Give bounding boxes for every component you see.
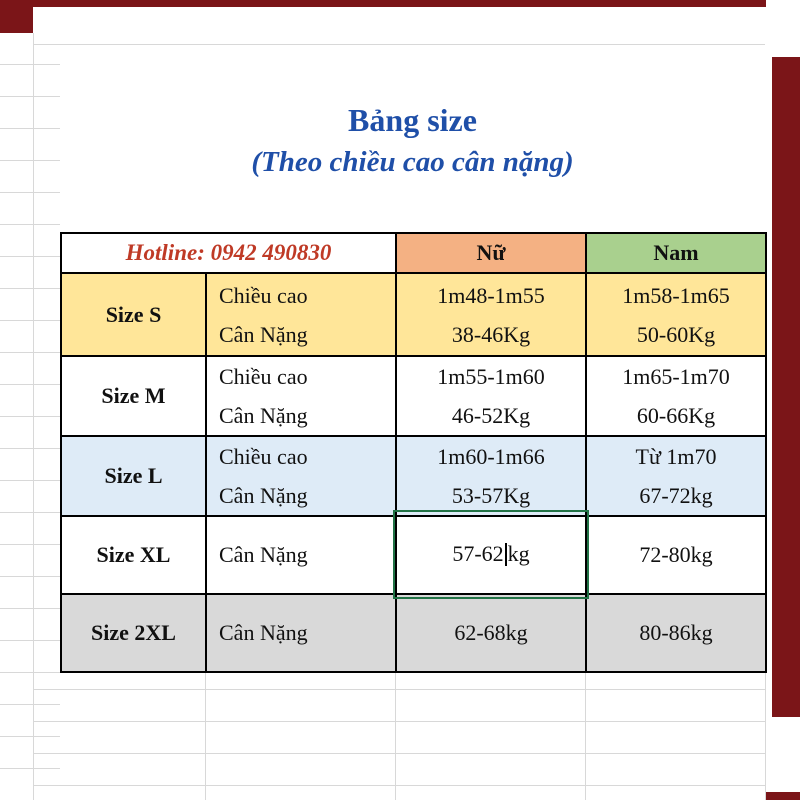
measure-line1: Chiều cao [219,444,308,469]
gridline-vertical-col4 [765,668,766,800]
value-line1: 1m48-1m55 [437,282,545,308]
measure-line1: Chiều cao [219,364,308,389]
gridline-vertical-col1 [205,668,206,800]
measure-line2: Cân Nặng [219,321,308,347]
value-line2: 60-66Kg [636,403,716,428]
measure-line1: Chiều cao [219,282,308,308]
value-line1: 1m60-1m66 [437,444,545,469]
cell-size-m-label[interactable]: Size M [60,355,207,437]
value-line1: 1m65-1m70 [622,364,730,389]
text-cursor [504,542,507,566]
cell-size-s-nu[interactable]: 1m48-1m55 38-46Kg [395,272,588,357]
value-before-cursor: 57-62 [452,541,504,567]
value-line2: 46-52Kg [451,403,531,428]
cell-size-l-measure[interactable]: Chiều cao Cân Nặng [204,435,398,517]
table-row-size-l: Size L Chiều cao Cân Nặng 1m60-1m66 53-5… [60,435,768,517]
gridline-vertical-col2 [395,668,396,800]
value-line1: 1m55-1m60 [437,364,545,389]
size-table: Hotline: 0942 490830 Nữ Nam Size S Chiều… [59,232,768,673]
gridline-horizontal-top [33,44,765,45]
table-row-size-m: Size M Chiều cao Cân Nặng 1m55-1m60 46-5… [60,355,768,437]
cell-size-xl-nam[interactable]: 72-80kg [585,515,768,595]
page-title: Bảng size [348,102,477,138]
value-line1: 1m58-1m65 [622,282,730,308]
cell-size-l-label[interactable]: Size L [60,435,207,517]
cell-size-m-nam[interactable]: 1m65-1m70 60-66Kg [585,355,768,437]
table-row-header: Hotline: 0942 490830 Nữ Nam [59,232,768,274]
cell-size-2xl-nu[interactable]: 62-68kg [395,593,588,673]
page-subtitle: (Theo chiều cao cân nặng) [251,146,574,178]
cell-size-m-measure[interactable]: Chiều cao Cân Nặng [204,355,398,437]
cell-size-l-nam[interactable]: Từ 1m70 67-72kg [585,435,768,517]
value-line1: Từ 1m70 [635,444,717,469]
value-after-cursor: kg [507,541,530,567]
hotline-number: 0942 490830 [210,240,332,265]
cell-size-l-nu[interactable]: 1m60-1m66 53-57Kg [395,435,588,517]
table-row-size-xl: Size XL Cân Nặng 57-62 kg 72-80kg [60,515,768,595]
cell-size-2xl-label[interactable]: Size 2XL [60,593,207,673]
cell-size-2xl-nam[interactable]: 80-86kg [585,593,768,673]
table-row-size-2xl: Size 2XL Cân Nặng 62-68kg 80-86kg [60,593,768,673]
cell-size-2xl-measure[interactable]: Cân Nặng [204,593,398,673]
value-line2: 50-60Kg [636,321,716,347]
gridline-vertical-col3 [585,668,586,800]
gridlines-bottom-rows [33,668,766,800]
measure-line2: Cân Nặng [219,403,308,428]
gridline-vertical-left [33,33,34,800]
value-line2: 38-46Kg [451,321,531,347]
frame-corner-block [0,0,33,33]
hotline-cell[interactable]: Hotline: 0942 490830 [59,232,398,274]
measure-line2: Cân Nặng [219,483,308,508]
cell-size-s-nam[interactable]: 1m58-1m65 50-60Kg [585,272,768,357]
column-header-nu[interactable]: Nữ [395,232,588,274]
cell-size-s-measure[interactable]: Chiều cao Cân Nặng [204,272,398,357]
cell-size-m-nu[interactable]: 1m55-1m60 46-52Kg [395,355,588,437]
table-row-size-s: Size S Chiều cao Cân Nặng 1m48-1m55 38-4… [60,272,768,357]
hotline-label: Hotline: [125,240,205,265]
cell-size-xl-nu[interactable]: 57-62 kg [395,515,588,595]
frame-top-bar [33,0,766,7]
cell-size-xl-measure[interactable]: Cân Nặng [204,515,398,595]
column-header-nam[interactable]: Nam [585,232,768,274]
cell-size-xl-label[interactable]: Size XL [60,515,207,595]
frame-bottom-right-mark [766,792,800,800]
value-line2: 53-57Kg [451,483,531,508]
cell-size-s-label[interactable]: Size S [60,272,207,357]
value-line2: 67-72kg [639,483,713,508]
frame-right-bar [772,57,800,717]
